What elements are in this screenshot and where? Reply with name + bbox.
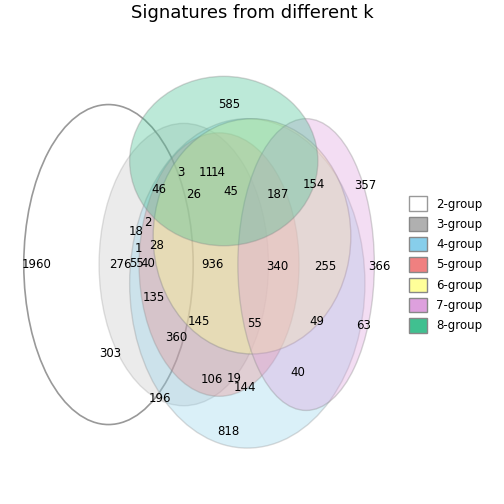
Text: 144: 144 [234, 382, 256, 394]
Text: 14: 14 [211, 166, 226, 179]
Ellipse shape [238, 118, 374, 410]
Text: 340: 340 [266, 261, 288, 273]
Text: 276: 276 [109, 258, 132, 271]
Text: 26: 26 [185, 188, 201, 202]
Text: 255: 255 [314, 261, 336, 273]
Text: 11: 11 [199, 166, 214, 179]
Text: 63: 63 [356, 319, 371, 332]
Text: 55: 55 [247, 317, 262, 330]
Text: 366: 366 [368, 261, 390, 273]
Text: 1960: 1960 [22, 258, 51, 271]
Text: 135: 135 [143, 291, 165, 304]
Text: 55: 55 [130, 257, 144, 270]
Text: 40: 40 [291, 366, 305, 380]
Text: 46: 46 [151, 183, 166, 196]
Text: 585: 585 [218, 98, 240, 111]
Legend: 2-group, 3-group, 4-group, 5-group, 6-group, 7-group, 8-group: 2-group, 3-group, 4-group, 5-group, 6-gr… [404, 192, 487, 337]
Ellipse shape [139, 133, 299, 396]
Text: 18: 18 [129, 225, 143, 238]
Text: 303: 303 [99, 347, 121, 360]
Text: 49: 49 [309, 314, 325, 328]
Text: 196: 196 [149, 392, 171, 405]
Text: 154: 154 [303, 178, 325, 191]
Text: 145: 145 [188, 314, 211, 328]
Text: 3: 3 [177, 166, 184, 179]
Text: 1: 1 [135, 241, 142, 255]
Text: 818: 818 [217, 425, 239, 438]
Text: 187: 187 [267, 188, 289, 202]
Text: 45: 45 [223, 185, 238, 198]
Text: 357: 357 [354, 179, 376, 192]
Text: 106: 106 [201, 373, 223, 387]
Title: Signatures from different k: Signatures from different k [131, 4, 373, 22]
Text: 360: 360 [166, 331, 188, 344]
Text: 40: 40 [140, 257, 155, 270]
Text: 936: 936 [201, 258, 223, 271]
Text: 2: 2 [144, 216, 151, 229]
Ellipse shape [99, 123, 269, 406]
Ellipse shape [153, 118, 351, 354]
Ellipse shape [130, 118, 365, 448]
Ellipse shape [130, 76, 318, 246]
Text: 19: 19 [227, 372, 241, 385]
Text: 28: 28 [150, 239, 164, 252]
